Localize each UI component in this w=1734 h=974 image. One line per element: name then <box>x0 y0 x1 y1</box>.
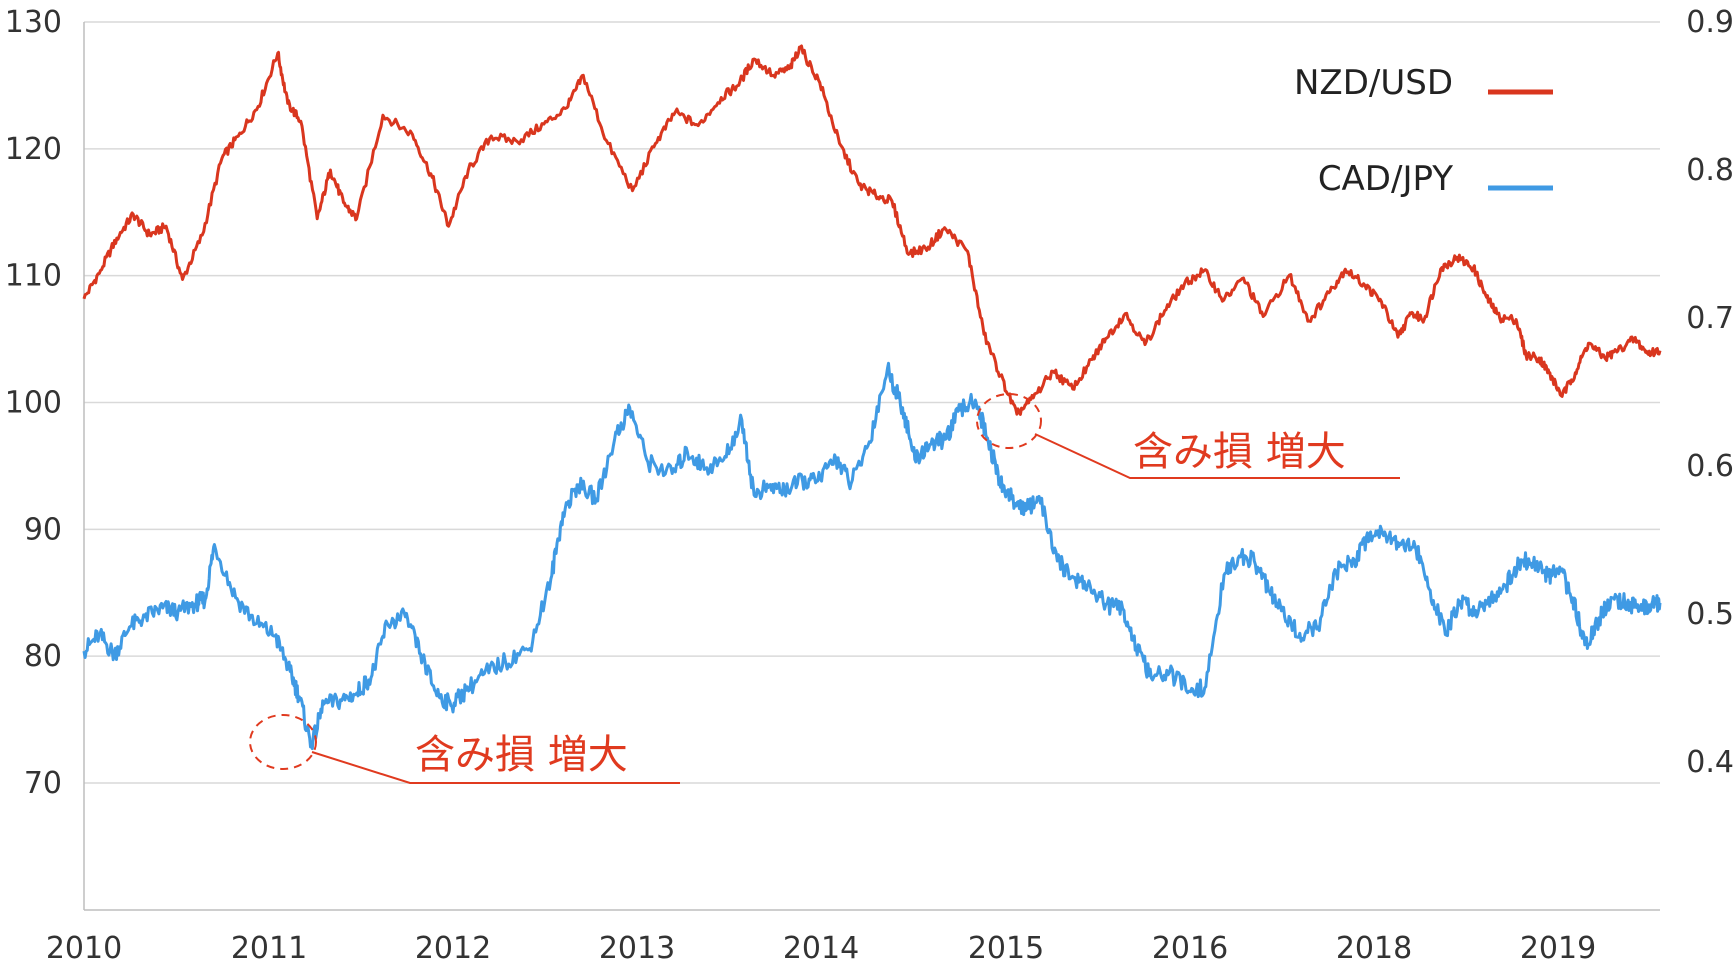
right-axis-tick-label: 0.5 <box>1686 597 1734 632</box>
x-axis-tick-label: 2019 <box>1520 931 1596 966</box>
x-axis-tick-label: 2015 <box>968 931 1044 966</box>
left-axis-tick-label: 130 <box>5 5 62 40</box>
left-axis-tick-label: 80 <box>24 639 62 674</box>
series-line-nzd-usd <box>82 44 1662 416</box>
x-axis-tick-label: 2018 <box>1336 931 1412 966</box>
legend-label: CAD/JPY <box>1318 159 1453 199</box>
x-axis-tick-label: 2014 <box>783 931 859 966</box>
right-axis-tick-label: 0.9 <box>1686 5 1734 40</box>
annotation-circle <box>249 714 317 770</box>
left-axis-tick-label: 70 <box>24 766 62 801</box>
annotation-leader-line <box>311 751 680 784</box>
right-axis-tick-label: 0.8 <box>1686 153 1734 188</box>
left-axis-tick-label: 110 <box>5 259 62 294</box>
legend: NZD/USD CAD/JPY <box>1294 63 1553 199</box>
x-axis-tick-label: 2013 <box>599 931 675 966</box>
x-axis-tick-label: 2011 <box>231 931 307 966</box>
right-axis-tick-label: 0.6 <box>1686 449 1734 484</box>
left-axis-tick-label: 100 <box>5 386 62 421</box>
annotation-circle <box>976 393 1042 449</box>
left-axis-tick-label: 90 <box>24 512 62 547</box>
series-line-cad-jpy <box>82 361 1662 751</box>
series-layer <box>82 44 1662 751</box>
gridlines <box>84 21 1660 784</box>
right-axis-tick-label: 0.4 <box>1686 745 1734 780</box>
left-axis-tick-label: 120 <box>5 132 62 167</box>
legend-label: NZD/USD <box>1294 63 1453 103</box>
annotation-leader-line <box>1034 433 1400 479</box>
x-axis-tick-label: 2010 <box>46 931 122 966</box>
right-axis-tick-label: 0.7 <box>1686 301 1734 336</box>
annotation-label: 含み損 増大 <box>1133 429 1346 475</box>
annotation-label: 含み損 増大 <box>415 732 628 778</box>
x-axis-tick-label: 2012 <box>415 931 491 966</box>
x-axis-tick-label: 2016 <box>1152 931 1228 966</box>
axes: 70 80 90 100 110 120 130 0.4 0.5 0.6 0.7 0.8 0.9 2010… <box>5 5 1734 966</box>
